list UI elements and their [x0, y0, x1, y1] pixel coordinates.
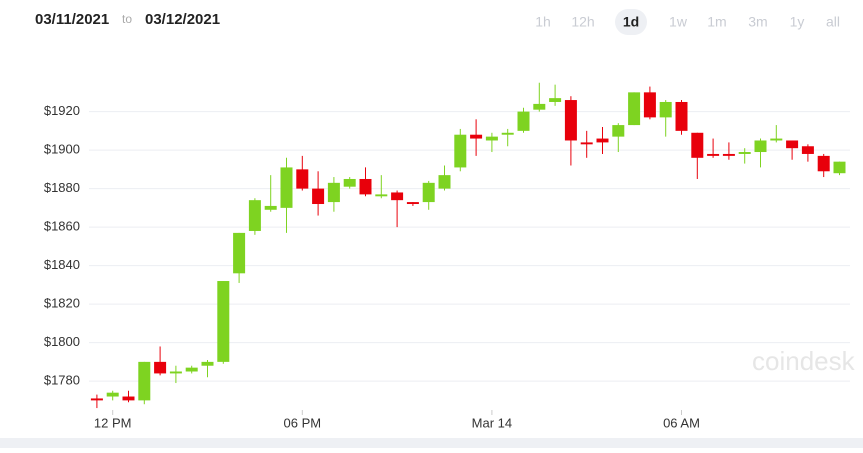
candle-body [833, 161, 846, 174]
candle-body [138, 361, 151, 401]
candle-body [327, 182, 340, 203]
range-button[interactable]: 1m [707, 14, 726, 30]
candle-body [738, 152, 751, 154]
candle-body [817, 155, 830, 172]
candle-body [90, 398, 103, 401]
y-tick-label: $1900 [44, 142, 80, 157]
watermark: coindesk [752, 346, 856, 376]
x-tick-label: 12 PM [94, 415, 132, 430]
y-tick-label: $1840 [44, 257, 80, 272]
candle-body [675, 101, 688, 131]
candle-body [185, 367, 198, 372]
candle-body [233, 232, 246, 274]
candle-body [438, 175, 451, 189]
y-tick-label: $1780 [44, 373, 80, 388]
candle-body [280, 167, 293, 208]
candle-body [201, 361, 214, 366]
candle-body [501, 132, 514, 135]
candle-body [580, 142, 593, 145]
candle-body [122, 396, 135, 401]
range-button[interactable]: 3m [748, 14, 767, 30]
candle-body [391, 192, 404, 201]
range-button[interactable]: 1y [790, 14, 805, 30]
y-tick-label: $1800 [44, 334, 80, 349]
candle-body [264, 205, 277, 210]
candle-body [643, 92, 656, 118]
candle-body [628, 92, 641, 126]
range-button[interactable]: 1d [623, 14, 639, 30]
candle-body [659, 101, 672, 118]
candle-body [470, 134, 483, 139]
range-selected-bg [615, 9, 647, 35]
range-button[interactable]: all [826, 14, 840, 30]
date-from: 03/11/2021 [35, 11, 109, 28]
candle-body [217, 281, 230, 362]
candle-body [770, 138, 783, 141]
x-tick-label: 06 PM [284, 415, 322, 430]
candle-body [154, 361, 167, 374]
date-to-word: to [122, 12, 132, 26]
candle-body [375, 194, 388, 197]
x-tick-label: 06 AM [663, 415, 700, 430]
candle-body [296, 169, 309, 189]
x-tick-label: Mar 14 [472, 415, 512, 430]
candle-body [564, 100, 577, 141]
candle-body [106, 392, 119, 397]
candle-body [786, 140, 799, 149]
candle-body [422, 182, 435, 203]
range-button[interactable]: 1h [535, 14, 551, 30]
candle-body [754, 140, 767, 153]
y-tick-label: $1920 [44, 103, 80, 118]
candle-body [517, 111, 530, 131]
range-button[interactable]: 1w [669, 14, 688, 30]
candle-body [169, 371, 182, 374]
candle-body [485, 136, 498, 141]
candle-body [454, 134, 467, 168]
y-tick-label: $1820 [44, 296, 80, 311]
candle-body [406, 202, 419, 205]
candle-body [343, 178, 356, 187]
candle-body [612, 125, 625, 137]
candle-body [707, 153, 720, 156]
candle-body [691, 132, 704, 158]
candle-body [549, 98, 562, 102]
candle-body [722, 153, 735, 156]
candle-body [801, 146, 814, 154]
candle-body [359, 178, 372, 195]
range-button[interactable]: 12h [571, 14, 594, 30]
candle-body [312, 188, 325, 205]
y-tick-label: $1860 [44, 219, 80, 234]
date-to: 03/12/2021 [145, 11, 220, 28]
y-tick-label: $1880 [44, 180, 80, 195]
footer-strip [0, 438, 863, 448]
candle-body [248, 200, 261, 231]
candle-body [533, 103, 546, 110]
candle-body [596, 138, 609, 143]
